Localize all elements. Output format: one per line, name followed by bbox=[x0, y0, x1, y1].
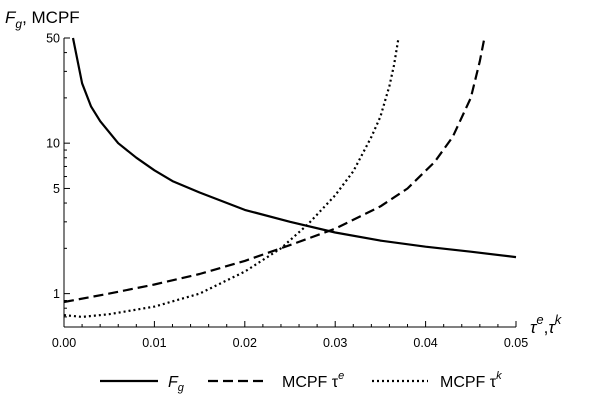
x-tick-label: 0.05 bbox=[504, 336, 528, 350]
x-axis-title-a-sup: e bbox=[536, 312, 543, 327]
legend-label-mcpf-e: MCPF τe bbox=[282, 370, 344, 391]
series-line-fg bbox=[71, 37, 517, 259]
y-axis-title-main: F bbox=[5, 8, 17, 27]
x-tick-label: 0.03 bbox=[323, 336, 347, 350]
x-axis-title: τe,τk bbox=[530, 312, 563, 337]
y-tick-label: 1 bbox=[53, 287, 60, 301]
x-tick-label: 0.04 bbox=[413, 336, 437, 350]
x-axis-title-a: τ bbox=[530, 318, 538, 337]
y-tick-label: 50 bbox=[46, 32, 60, 46]
series-line-mcpf-e bbox=[63, 37, 486, 304]
y-tick-label: 10 bbox=[46, 137, 60, 151]
y-axis-title: Fg, MCPF bbox=[5, 8, 80, 31]
x-ticks: 0.00 0.01 0.02 0.03 0.04 0.05 bbox=[52, 321, 528, 350]
x-axis-title-b: τ bbox=[548, 318, 556, 337]
x-axis-title-sep: , bbox=[544, 318, 549, 337]
y-ticks: 1 5 10 50 bbox=[46, 32, 70, 328]
legend-label-mcpf-k: MCPF τk bbox=[440, 370, 502, 391]
x-tick-label: 0.01 bbox=[142, 336, 166, 350]
y-axis-title-sub: g bbox=[15, 17, 22, 31]
legend-label-fg: Fg bbox=[168, 374, 185, 394]
x-tick-label: 0.00 bbox=[52, 336, 76, 350]
x-tick-label: 0.02 bbox=[233, 336, 257, 350]
legend: Fg MCPF τe MCPF τk bbox=[100, 370, 502, 394]
series-layer bbox=[63, 37, 517, 318]
y-axis-title-rest: , MCPF bbox=[22, 8, 80, 27]
y-tick-label: 5 bbox=[53, 182, 60, 196]
series-line-mcpf-k bbox=[63, 37, 400, 318]
x-axis-title-b-sup: k bbox=[555, 312, 563, 327]
